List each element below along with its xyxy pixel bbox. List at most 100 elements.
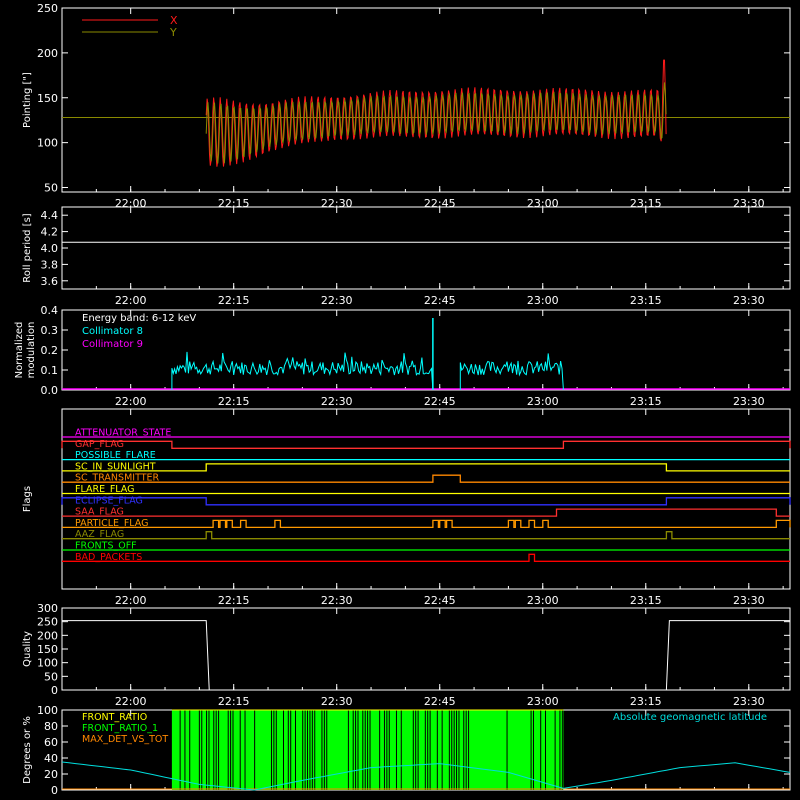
quality-ytick-label: 100 [37, 657, 58, 670]
roll-ytick-label: 4.4 [41, 209, 59, 222]
modulation-xtick-label: 22:00 [115, 395, 147, 408]
pointing-x-series [205, 59, 667, 167]
modulation-ytick-label: 0.4 [41, 304, 59, 317]
modulation-xtick-label: 23:30 [733, 395, 765, 408]
flag-label: FRONTS_OFF [75, 541, 137, 552]
roll-ytick-label: 4.0 [41, 242, 59, 255]
flags-xtick-label: 22:30 [321, 594, 353, 607]
roll-ytick-label: 4.2 [41, 226, 59, 239]
quality-xtick-label: 22:45 [424, 695, 456, 708]
roll-xtick-label: 22:45 [424, 294, 456, 307]
collimator8-segment [459, 353, 564, 391]
quality-xtick-label: 22:15 [218, 695, 250, 708]
modulation-ytick-label: 0.3 [41, 324, 59, 337]
collimator8-segment [171, 351, 434, 391]
flags-panel: 22:00 22:15 22:30 22:45 23:00 23:15 23:30 Flags… [22, 408, 791, 607]
modulation-ytick-label: 0.1 [41, 364, 59, 377]
flag-trace-sc-transmitter [62, 474, 790, 483]
quality-ytick-label: 300 [37, 602, 58, 615]
modulation-xtick-label: 22:45 [424, 395, 456, 408]
panels-layer: 22:00 22:15 22:30 22:45 23:00 23:15 23:3050100… [14, 2, 791, 797]
geomag-ytick-label: 100 [37, 704, 58, 717]
roll-ylabel: Roll period [s] [22, 213, 33, 282]
quality-ytick-label: 0 [51, 684, 58, 697]
quality-xtick-label: 23:00 [527, 695, 559, 708]
flag-label: PARTICLE_FLAG [75, 518, 148, 529]
quality-ylabel: Quality [22, 631, 33, 667]
flags-xtick-label: 23:00 [527, 594, 559, 607]
flags-ylabel: Flags [22, 486, 33, 512]
geomag-ytick-label: 0 [51, 784, 58, 797]
roll-xtick-label: 22:15 [218, 294, 250, 307]
pointing-y-series [205, 82, 667, 164]
roll-xtick-label: 23:30 [733, 294, 765, 307]
pointing-legend-label: Y [169, 26, 177, 39]
roll-panel: 22:00 22:15 22:30 22:45 23:00 23:15 23:30 3.6 3.… [22, 206, 791, 307]
quality-ytick-label: 200 [37, 629, 58, 642]
flag-trace-eclipse-flag [61, 497, 791, 506]
quality-xtick-label: 22:30 [321, 695, 353, 708]
quality-ytick-label: 250 [37, 616, 58, 629]
roll-xtick-label: 22:30 [321, 294, 353, 307]
geomag-ytick-label: 60 [44, 736, 58, 749]
pointing-ylabel: Pointing ["] [22, 72, 33, 128]
roll-xtick-label: 23:00 [527, 294, 559, 307]
flags-xtick-label: 22:15 [218, 594, 250, 607]
flag-label: GAP_FLAG [75, 439, 124, 450]
flag-trace-gap-flag [61, 440, 791, 449]
modulation-xtick-label: 23:00 [527, 395, 559, 408]
modulation-ytick-label: 0.0 [41, 384, 59, 397]
geomag-ytick-label: 80 [44, 720, 58, 733]
quality-xtick-label: 23:30 [733, 695, 765, 708]
geomag-right-label: Absolute geomagnetic latitude [613, 712, 767, 723]
flag-label: BAD_PACKETS [75, 552, 142, 563]
roll-ytick-label: 3.6 [41, 275, 59, 288]
geomag-legend-label: FRONT_RATIO [82, 712, 147, 723]
quality-ytick-label: 50 [44, 670, 58, 683]
pointing-frame [61, 7, 791, 193]
pointing-legend-label: X [170, 14, 178, 27]
quality-xtick-label: 22:00 [115, 695, 147, 708]
flags-xtick-label: 22:45 [424, 594, 456, 607]
geomag-ytick-label: 40 [44, 752, 58, 765]
quality-xtick-label: 23:15 [630, 695, 662, 708]
geomag-ylabel: Degrees or % [22, 716, 33, 784]
flag-label: SC_TRANSMITTER [75, 473, 160, 484]
modulation-ylabel-line: Normalized [14, 322, 25, 379]
flag-trace-aaz-flag [62, 531, 790, 540]
flag-trace-saa-flag [62, 508, 790, 517]
roll-ytick-label: 3.8 [41, 258, 59, 271]
geomag-legend-label: FRONT_RATIO_1 [82, 723, 158, 734]
flag-label: FLARE_FLAG [75, 484, 135, 495]
flag-label: ATTENUATOR_STATE [75, 428, 171, 439]
pointing-ytick-label: 150 [37, 92, 58, 105]
quality-panel: 22:00 22:15 22:30 22:45 23:00 23:15 23:30 05010… [22, 602, 791, 708]
modulation-ylabel-line: modulation [26, 322, 37, 379]
flag-label: SAA_FLAG [75, 507, 124, 518]
flag-trace-particle-flag [62, 519, 791, 529]
roll-xtick-label: 22:00 [115, 294, 147, 307]
pointing-ytick-label: 100 [37, 137, 58, 150]
flag-trace-sc-in-sunlight [62, 463, 790, 472]
quality-line [62, 620, 790, 691]
modulation-xtick-label: 22:15 [218, 395, 250, 408]
flag-label: ECLIPSE_FLAG [75, 495, 143, 506]
modulation-legend-collimator8: Collimator 8 [82, 326, 143, 337]
pointing-ytick-label: 50 [44, 182, 58, 195]
geomag-panel: 0 20 40 60 80 100 Degrees or % FRONT_RATIOFRONT… [22, 704, 791, 797]
modulation-legend-header: Energy band: 6-12 keV [82, 313, 196, 324]
flag-label: SC_IN_SUNLIGHT [75, 461, 156, 472]
flags-xtick-label: 23:30 [733, 594, 765, 607]
roll-xtick-label: 23:15 [630, 294, 662, 307]
flag-trace-bad-packets [62, 553, 790, 562]
quality-ytick-label: 150 [37, 643, 58, 656]
flags-xtick-label: 22:00 [115, 594, 147, 607]
flags-xtick-label: 23:15 [630, 594, 662, 607]
flag-label: AAZ_FLAG [75, 529, 124, 540]
modulation-xtick-label: 22:30 [321, 395, 353, 408]
modulation-legend-collimator9: Collimator 9 [82, 339, 143, 350]
geomag-ytick-label: 20 [44, 768, 58, 781]
geomag-latitude-curve [61, 761, 791, 791]
modulation-ytick-label: 0.2 [41, 344, 59, 357]
